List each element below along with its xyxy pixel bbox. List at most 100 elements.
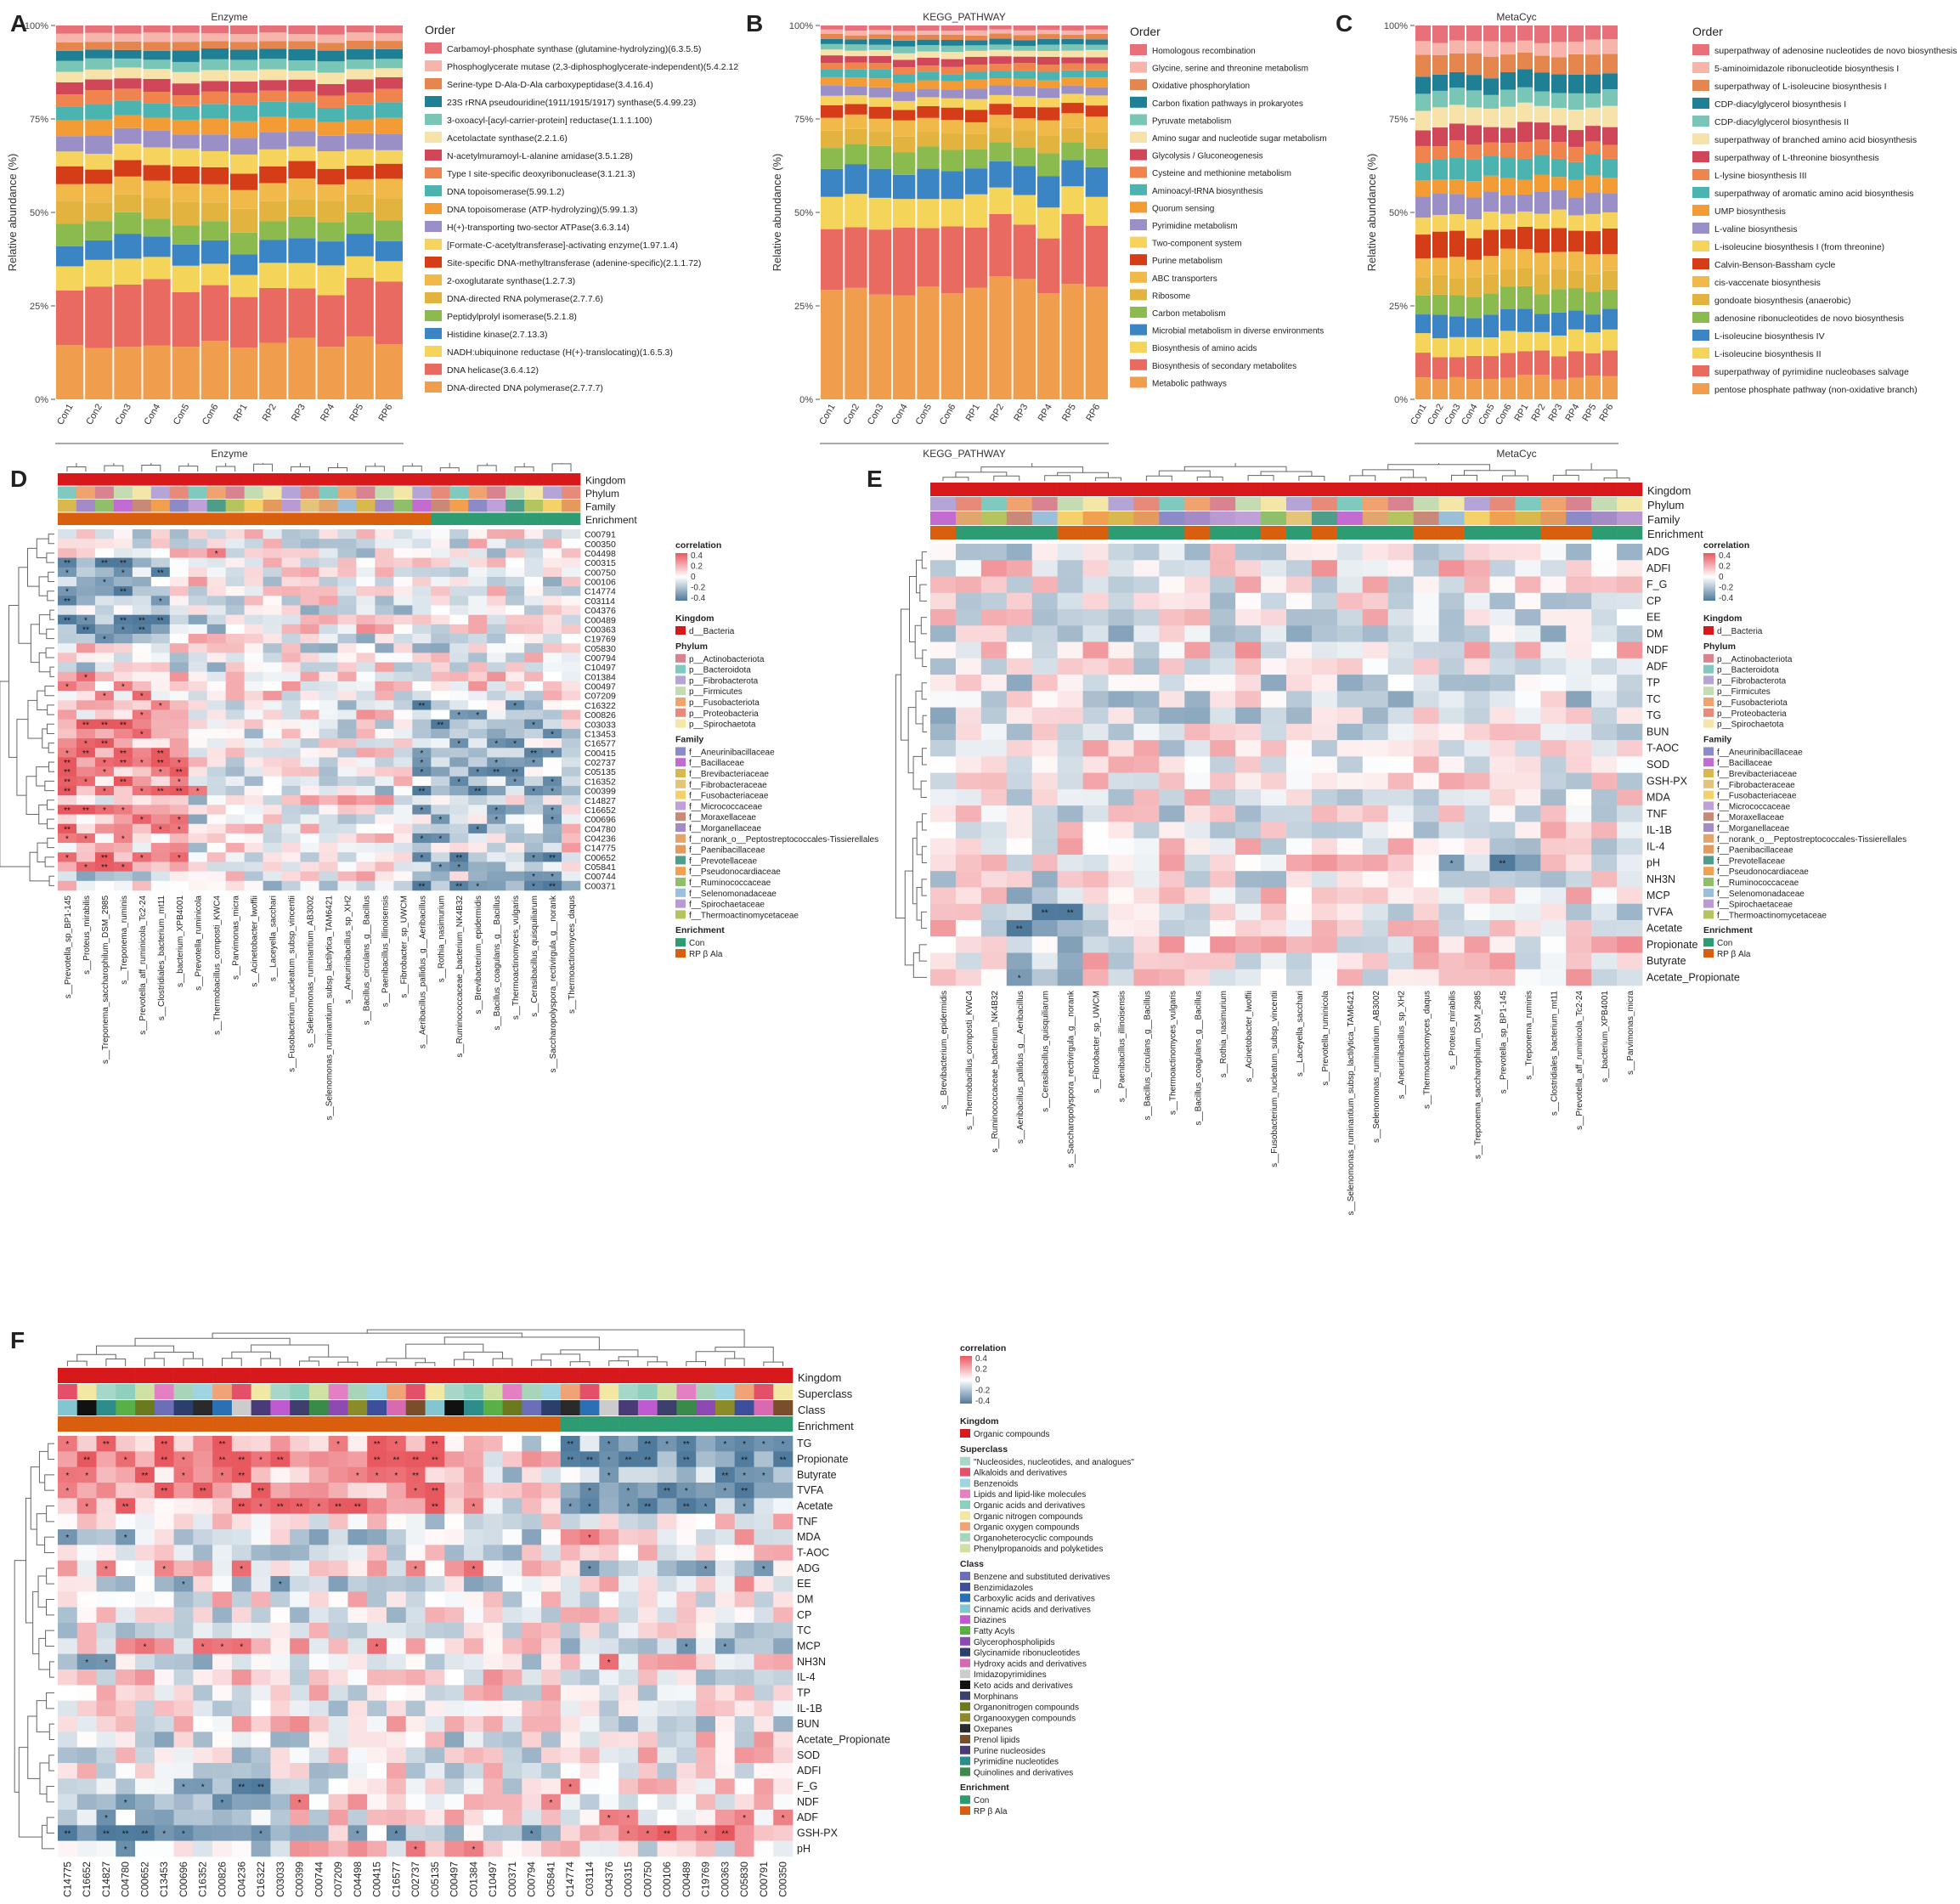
row-dendrogram [32, 1590, 39, 1655]
bar-segment [201, 150, 229, 167]
annotation-cell [263, 486, 282, 499]
heatmap-cell [1159, 707, 1185, 725]
legend-label: Aminoacyl-tRNA biosynthesis [1152, 187, 1263, 196]
significance-mark: * [240, 1565, 243, 1574]
annotation-cell [1311, 511, 1338, 525]
heatmap-cell [337, 614, 357, 625]
heatmap-cell [405, 1560, 426, 1577]
heatmap-cell [281, 681, 301, 692]
row-label: Acetate_Propionate [797, 1734, 890, 1746]
heatmap-cell [637, 1794, 658, 1811]
heatmap-cell [522, 1607, 542, 1624]
significance-mark: * [279, 1580, 282, 1590]
bar-segment [1568, 110, 1584, 131]
heatmap-cell [676, 1638, 697, 1654]
heatmap-cell [464, 1638, 484, 1654]
heatmap-cell [251, 1466, 271, 1483]
heatmap-cell [696, 1576, 716, 1592]
heatmap-cell [337, 748, 357, 758]
heatmap-cell [1057, 919, 1083, 937]
heatmap-cell [412, 852, 432, 862]
significance-mark: * [743, 1440, 746, 1449]
heatmap-cell [319, 833, 338, 844]
heatmap-cell [206, 833, 226, 844]
heatmap-cell [58, 1529, 78, 1545]
bar-segment [1466, 159, 1482, 182]
heatmap-cell [367, 1483, 387, 1499]
bar-segment [989, 78, 1012, 86]
heatmap-cell [449, 700, 469, 710]
heatmap-cell [502, 1513, 522, 1530]
heatmap-cell [483, 1513, 503, 1530]
heatmap-cell [464, 1576, 484, 1592]
row-label: BUN [1647, 726, 1669, 737]
heatmap-cell [444, 1747, 465, 1764]
bar-segment [1415, 130, 1431, 146]
column-label: s__Selenomonas_ruminantium_subsp_lactily… [325, 896, 334, 1121]
significance-mark: ** [530, 749, 537, 759]
bar-segment [1602, 39, 1618, 54]
legend-label: 3-oxoacyl-[acyl-carrier-protein] reducta… [447, 116, 652, 126]
significance-mark: * [84, 863, 88, 873]
x-tick-label: Con1 [55, 403, 76, 427]
bar-segment [1500, 157, 1516, 178]
heatmap-cell [1082, 969, 1109, 986]
heatmap-cell [356, 700, 376, 710]
heatmap-cell [1464, 691, 1490, 708]
heatmap-cell [356, 605, 376, 615]
heatmap-cell [754, 1560, 774, 1577]
heatmap-cell [1082, 576, 1109, 594]
annotation-cell [58, 1368, 78, 1383]
heatmap-cell [522, 1576, 542, 1592]
heatmap-cell [193, 1498, 213, 1514]
heatmap-cell [449, 805, 469, 815]
heatmap-cell [1082, 560, 1109, 577]
heatmap-cell [150, 833, 171, 844]
bar-segment [1585, 74, 1601, 93]
heatmap-cell [487, 596, 506, 606]
heatmap-cell [337, 871, 357, 882]
annotation-cell [599, 1368, 619, 1383]
bar-segment [844, 95, 867, 105]
heatmap-cell [412, 880, 432, 891]
row-dendrogram [38, 804, 48, 825]
heatmap-cell [1464, 756, 1490, 773]
heatmap-cell [225, 643, 245, 653]
row-dendrogram [912, 952, 927, 978]
heatmap-cell [464, 1483, 484, 1499]
heatmap-cell [502, 1825, 522, 1841]
significance-mark: ** [157, 788, 164, 797]
bar-segment [917, 168, 940, 200]
column-label: s__Treponema_ruminis [120, 896, 129, 985]
annotation-cell [637, 1384, 658, 1399]
heatmap-cell [1159, 805, 1185, 822]
legend-swatch [675, 938, 686, 947]
annotation-cell [58, 500, 77, 512]
heatmap-cell [1438, 838, 1465, 856]
heatmap-cell [263, 748, 282, 758]
legend-swatch [1692, 223, 1709, 234]
heatmap-cell [412, 833, 432, 844]
significance-mark: * [607, 1440, 611, 1449]
heatmap-cell [1566, 641, 1592, 659]
bar-segment [1568, 93, 1584, 110]
heatmap-cell [506, 596, 525, 606]
heatmap-cell [367, 1670, 387, 1686]
heatmap-cell [1438, 707, 1465, 725]
heatmap-cell [212, 1498, 233, 1514]
annotation-cell [290, 1416, 310, 1432]
legend-swatch [1703, 758, 1714, 767]
significance-mark: * [438, 834, 442, 844]
heatmap-cell [734, 1810, 754, 1826]
heatmap-cell [319, 766, 338, 777]
heatmap-cell [425, 1498, 445, 1514]
heatmap-cell [431, 643, 450, 653]
heatmap-cell [281, 548, 301, 558]
heatmap-cell [754, 1747, 774, 1764]
bar-segment [1500, 308, 1516, 331]
heatmap-cell [449, 719, 469, 730]
heatmap-cell [1184, 658, 1211, 675]
row-dendrogram [25, 776, 39, 816]
heatmap-cell [193, 1716, 213, 1732]
heatmap-cell [449, 671, 469, 682]
